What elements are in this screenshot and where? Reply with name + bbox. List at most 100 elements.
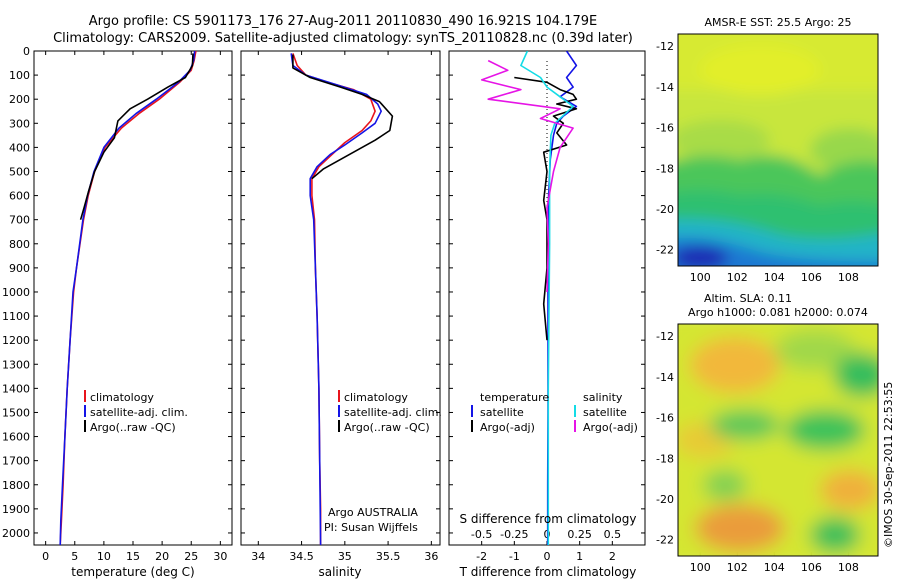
figure-subtitle: Climatology: CARS2009. Satellite-adjuste…: [53, 31, 633, 46]
legend-label-climatology: climatology: [344, 391, 408, 404]
legend-label-sal-argo: Argo(-adj): [583, 421, 638, 434]
legend-label-sal-satellite: satellite: [583, 406, 627, 419]
longitude-tick-label: 108: [838, 271, 859, 284]
sla-map: [678, 324, 878, 556]
x-tick-label: 30: [213, 550, 227, 563]
sst-map-frame: [677, 33, 879, 267]
legend-swatch-sal-satellite: [574, 405, 576, 417]
legend-swatch-argo: [84, 420, 86, 432]
figure-title: Argo profile: CS 5901173_176 27-Aug-2011…: [89, 14, 597, 29]
t-diff-tick-label: -2: [476, 550, 487, 563]
legend-title-temperature: temperature: [480, 391, 549, 404]
legend-swatch-temp-satellite: [471, 405, 473, 417]
profile-lines: [59, 51, 578, 545]
difference-legend: temperature satellite Argo(-adj) salinit…: [471, 391, 638, 434]
legend-label-temp-satellite: satellite: [480, 406, 524, 419]
salinity-panel: [240, 50, 441, 546]
legend-swatch-satellite: [84, 405, 86, 417]
longitude-tick-label: 102: [727, 271, 748, 284]
depth-tick-label: 700: [9, 214, 30, 227]
depth-tick-label: 0: [23, 45, 30, 58]
temperature-xlabel: temperature (deg C): [71, 565, 194, 579]
legend-label-temp-argo: Argo(-adj): [480, 421, 535, 434]
depth-tick-label: 1800: [2, 479, 30, 492]
x-tick-label: 36: [424, 550, 438, 563]
longitude-tick-label: 104: [764, 561, 785, 574]
depth-tick-label: 900: [9, 262, 30, 275]
s-diff-tick-label: -0.25: [500, 528, 528, 541]
legend-swatch-satellite: [338, 405, 340, 417]
difference-xlabel-bottom: T difference from climatology: [459, 565, 637, 579]
depth-tick-label: 500: [9, 165, 30, 178]
x-tick-label: 5: [71, 550, 78, 563]
legend-label-argo: Argo(..raw -QC): [90, 421, 176, 434]
latitude-tick-label: -12: [656, 330, 674, 343]
sla-map-subtitle: Argo h1000: 0.081 h2000: 0.074: [688, 306, 868, 319]
x-tick-label: 0: [42, 550, 49, 563]
x-tick-label: 10: [97, 550, 111, 563]
copyright-stamp: ©IMOS 30-Sep-2011 22:53:55: [882, 382, 895, 548]
legend-swatch-climatology: [338, 390, 340, 402]
temperature-line: [59, 51, 196, 545]
difference-xlabel-top: S difference from climatology: [460, 512, 637, 526]
x-tick-label: 25: [184, 550, 198, 563]
salinity-line: [290, 53, 383, 545]
latitude-tick-label: -22: [656, 534, 674, 547]
longitude-tick-label: 108: [838, 561, 859, 574]
sst-map-title: AMSR-E SST: 25.5 Argo: 25: [704, 16, 851, 29]
legend-swatch-sal-argo: [574, 420, 576, 432]
x-tick-label: 35: [338, 550, 352, 563]
t-diff-tick-label: -1: [509, 550, 520, 563]
depth-tick-label: 2000: [2, 527, 30, 540]
latitude-tick-label: -16: [656, 412, 674, 425]
t-diff-tick-label: 1: [576, 550, 583, 563]
depth-tick-label: 300: [9, 117, 30, 130]
longitude-tick-label: 100: [690, 271, 711, 284]
depth-tick-label: 1000: [2, 286, 30, 299]
latitude-tick-label: -14: [656, 371, 674, 384]
latitude-tick-label: -14: [656, 81, 674, 94]
salinity-line: [292, 53, 376, 545]
depth-tick-label: 600: [9, 190, 30, 203]
depth-tick-label: 100: [9, 69, 30, 82]
salinity-line: [292, 54, 394, 180]
sla-map-frame: [677, 323, 879, 557]
depth-tick-label: 1100: [2, 310, 30, 323]
legend-swatch-climatology: [84, 390, 86, 402]
latitude-tick-label: -18: [656, 452, 674, 465]
depth-tick-label: 1200: [2, 334, 30, 347]
salinity-legend: climatology satellite-adj. clim. Argo(..…: [338, 390, 442, 434]
depth-tick-label: 1300: [2, 358, 30, 371]
x-tick-label: 34.5: [289, 550, 314, 563]
temperature-line: [79, 53, 194, 220]
t-diff-tick-label: 0: [544, 550, 551, 563]
depth-tick-label: 1600: [2, 431, 30, 444]
float-owner-label: Argo AUSTRALIA: [328, 506, 418, 519]
legend-label-climatology: climatology: [90, 391, 154, 404]
difference-line: [520, 51, 574, 545]
depth-tick-label: 1400: [2, 382, 30, 395]
longitude-tick-label: 106: [801, 561, 822, 574]
depth-tick-label: 400: [9, 141, 30, 154]
longitude-tick-label: 102: [727, 561, 748, 574]
s-diff-tick-label: 0.5: [604, 528, 622, 541]
temperature-line: [59, 51, 197, 545]
sst-map: [678, 34, 878, 266]
latitude-tick-label: -18: [656, 162, 674, 175]
depth-tick-label: 1900: [2, 503, 30, 516]
axes-ticks: 0100200300400500600700800900100011001200…: [2, 40, 859, 574]
t-diff-tick-label: 2: [609, 550, 616, 563]
depth-tick-label: 1700: [2, 455, 30, 468]
s-diff-tick-label: 0.25: [567, 528, 592, 541]
legend-label-satellite: satellite-adj. clim.: [90, 406, 188, 419]
depth-tick-label: 200: [9, 93, 30, 106]
temperature-legend: climatology satellite-adj. clim. Argo(..…: [84, 390, 188, 434]
difference-line: [480, 59, 574, 293]
latitude-tick-label: -16: [656, 122, 674, 135]
float-pi-label: PI: Susan Wijffels: [324, 521, 418, 534]
x-tick-label: 35.5: [376, 550, 401, 563]
legend-label-argo: Argo(..raw -QC): [344, 421, 430, 434]
longitude-tick-label: 100: [690, 561, 711, 574]
longitude-tick-label: 104: [764, 271, 785, 284]
